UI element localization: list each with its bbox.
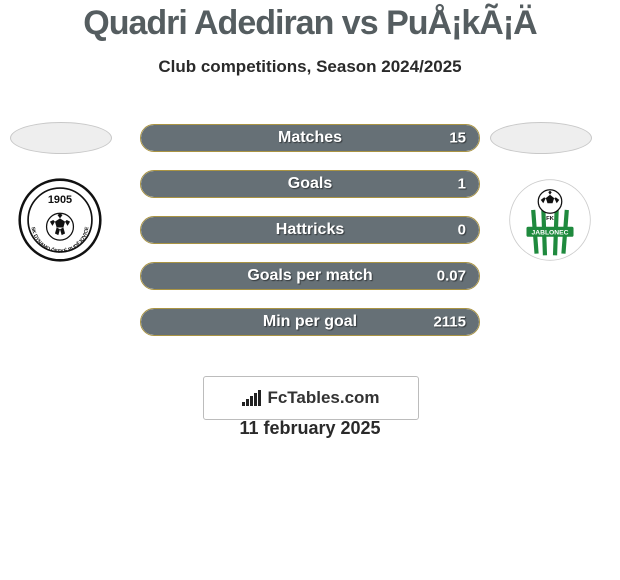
fctables-icon (242, 390, 261, 406)
club-logo-right: FK JABLONEC (508, 178, 592, 262)
date-label: 11 february 2025 (0, 418, 620, 439)
credit-box: FcTables.com (203, 376, 419, 420)
page-title: Quadri Adediran vs PuÅ¡kÃ¡Ä (0, 0, 620, 43)
stat-value: 15 (449, 130, 466, 147)
stat-label: Hattricks (276, 221, 344, 239)
club-logo-left-year: 1905 (48, 194, 72, 206)
svg-text:FK: FK (546, 216, 555, 222)
stat-value: 0 (458, 222, 466, 239)
club-logo-left-svg: 1905 SK DYNAMO ČESKÉ BUDĚJOVICE (18, 178, 102, 262)
stat-value: 1 (458, 176, 466, 193)
stat-value: 2115 (433, 314, 466, 331)
stat-bar: Min per goal 2115 (140, 308, 480, 336)
stat-value: 0.07 (437, 268, 466, 285)
player-left-avatar-placeholder (10, 122, 112, 154)
stats-container: Matches 15 Goals 1 Hattricks 0 Goals per match… (140, 124, 480, 354)
player-right-avatar-placeholder (490, 122, 592, 154)
stat-label: Goals (288, 175, 332, 193)
stat-bar: Goals per match 0.07 (140, 262, 480, 290)
page-subtitle: Club competitions, Season 2024/2025 (0, 57, 620, 77)
club-logo-right-name: JABLONEC (532, 229, 569, 236)
credit-text: FcTables.com (267, 388, 379, 408)
stat-bar: Matches 15 (140, 124, 480, 152)
stat-bar: Goals 1 (140, 170, 480, 198)
stat-label: Matches (278, 129, 342, 147)
stat-label: Min per goal (263, 313, 357, 331)
stat-label: Goals per match (247, 267, 372, 285)
club-logo-right-svg: FK JABLONEC (508, 178, 592, 262)
club-logo-left: 1905 SK DYNAMO ČESKÉ BUDĚJOVICE (18, 178, 102, 262)
stat-bar: Hattricks 0 (140, 216, 480, 244)
